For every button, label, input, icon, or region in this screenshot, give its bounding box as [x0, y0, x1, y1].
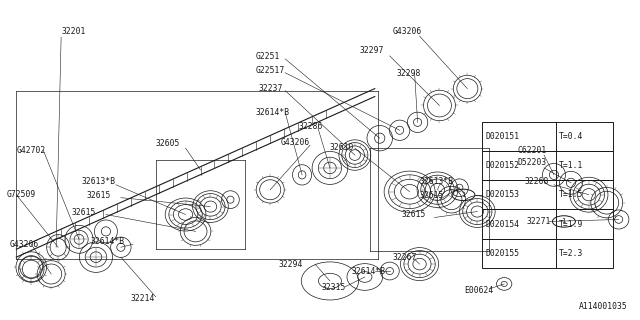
Text: D52203: D52203	[517, 158, 547, 167]
Text: 32613*B: 32613*B	[81, 177, 115, 186]
Bar	[483, 122, 613, 151]
Text: D020154: D020154	[486, 220, 520, 228]
Text: G43206: G43206	[10, 240, 38, 249]
Text: T=0.4: T=0.4	[559, 132, 583, 141]
Text: T=1.1: T=1.1	[559, 161, 583, 170]
Text: T=2.3: T=2.3	[559, 249, 583, 258]
Text: 1: 1	[562, 219, 566, 224]
Text: G22517: G22517	[255, 66, 285, 75]
Text: 32214: 32214	[131, 294, 155, 303]
Text: G43206: G43206	[393, 27, 422, 36]
Text: 32315: 32315	[322, 284, 346, 292]
Text: G42702: G42702	[17, 146, 45, 155]
Text: 32605: 32605	[156, 139, 180, 148]
Text: G43206: G43206	[280, 138, 309, 147]
Text: 32615: 32615	[420, 191, 444, 200]
Text: 32298: 32298	[397, 69, 421, 78]
Text: 32613*B: 32613*B	[420, 177, 454, 186]
Text: 32615: 32615	[71, 208, 95, 217]
Text: 32201: 32201	[61, 27, 86, 36]
Text: T=1.5: T=1.5	[559, 190, 583, 199]
Text: D020153: D020153	[486, 190, 520, 199]
Text: 32610: 32610	[330, 143, 355, 152]
Text: G72509: G72509	[6, 190, 36, 199]
Text: D020151: D020151	[486, 132, 520, 141]
Text: 1: 1	[461, 192, 466, 198]
Text: 32294: 32294	[278, 260, 303, 268]
Bar	[483, 210, 613, 239]
Text: 32614*B: 32614*B	[352, 267, 386, 276]
Text: 32237: 32237	[259, 84, 283, 93]
Text: 32271: 32271	[526, 217, 550, 226]
Text: 32615: 32615	[86, 191, 110, 200]
Text: A114001035: A114001035	[579, 302, 628, 311]
Text: 32297: 32297	[360, 46, 384, 55]
Text: 32286: 32286	[298, 122, 323, 131]
Text: G2251: G2251	[255, 52, 280, 61]
Text: E00624: E00624	[465, 286, 493, 295]
Text: 32614*B: 32614*B	[91, 237, 125, 246]
Text: D020152: D020152	[486, 161, 520, 170]
Bar	[483, 239, 613, 268]
Text: 32267: 32267	[393, 253, 417, 262]
Text: 32268: 32268	[524, 177, 548, 186]
Text: 32614*B: 32614*B	[255, 108, 289, 117]
Text: D020155: D020155	[486, 249, 520, 258]
Text: 32615: 32615	[402, 210, 426, 219]
Text: T=1.9: T=1.9	[559, 220, 583, 228]
Text: C62201: C62201	[517, 146, 547, 155]
Bar	[483, 151, 613, 180]
Bar	[483, 180, 613, 210]
